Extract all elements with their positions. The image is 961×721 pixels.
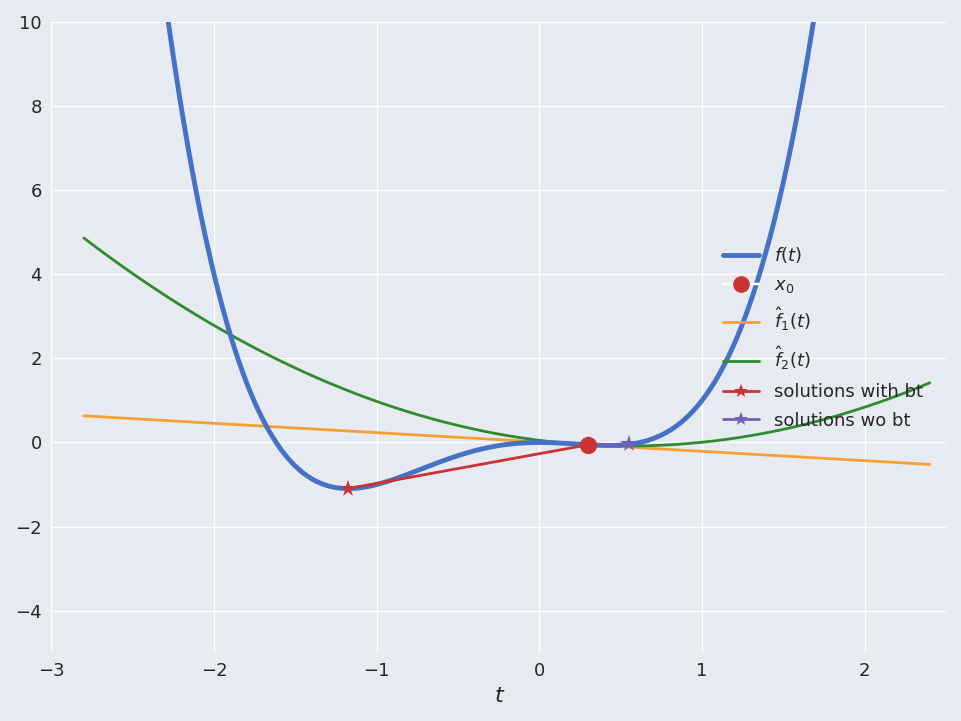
Line: $f(t)$: $f(t)$: [84, 0, 929, 489]
$\hat{f}_2(t)$: [439, 418, 451, 427]
$f(t)$: [403, 469, 414, 478]
Line: solutions wo bt: solutions wo bt: [579, 435, 638, 454]
solutions with bt: [342, 485, 354, 493]
$\hat{f}_2(t)$: [924, 379, 935, 387]
$\hat{f}_2(t)$: [225, 330, 236, 339]
$\hat{f}_2(t)$: [403, 407, 414, 416]
Line: solutions with bt: solutions with bt: [339, 435, 597, 497]
$\hat{f}_1(t)$: [816, 454, 827, 463]
$\hat{f}_2(t)$: [907, 385, 919, 394]
$f(t)$: [342, 485, 354, 493]
$\hat{f}_1(t)$: [78, 412, 89, 420]
$\hat{f}_1(t)$: [907, 459, 919, 468]
$f(t)$: [225, 331, 236, 340]
Point: [580, 439, 596, 451]
solutions wo bt: [624, 440, 635, 448]
$\hat{f}_1(t)$: [175, 417, 186, 425]
Legend: $f(t)$, $x_0$, $\hat{f}_1(t)$, $\hat{f}_2(t)$, solutions with bt, solutions wo b: $f(t)$, $x_0$, $\hat{f}_1(t)$, $\hat{f}_…: [708, 231, 937, 444]
$\hat{f}_1(t)$: [439, 433, 451, 441]
$f(t)$: [175, 97, 186, 106]
$\hat{f}_1(t)$: [225, 420, 236, 428]
$\hat{f}_1(t)$: [924, 460, 935, 469]
solutions with bt: [582, 441, 594, 449]
$\hat{f}_2(t)$: [78, 234, 89, 242]
$\hat{f}_2(t)$: [817, 415, 828, 424]
$x_0$: [580, 439, 596, 451]
Line: $\hat{f}_1(t)$: $\hat{f}_1(t)$: [84, 416, 929, 464]
$\hat{f}_2(t)$: [175, 301, 186, 309]
Line: $\hat{f}_2(t)$: $\hat{f}_2(t)$: [84, 238, 929, 446]
solutions wo bt: [582, 441, 594, 449]
X-axis label: t: t: [494, 686, 503, 706]
$\hat{f}_2(t)$: [624, 442, 635, 451]
$f(t)$: [439, 456, 451, 464]
$\hat{f}_1(t)$: [403, 430, 414, 439]
